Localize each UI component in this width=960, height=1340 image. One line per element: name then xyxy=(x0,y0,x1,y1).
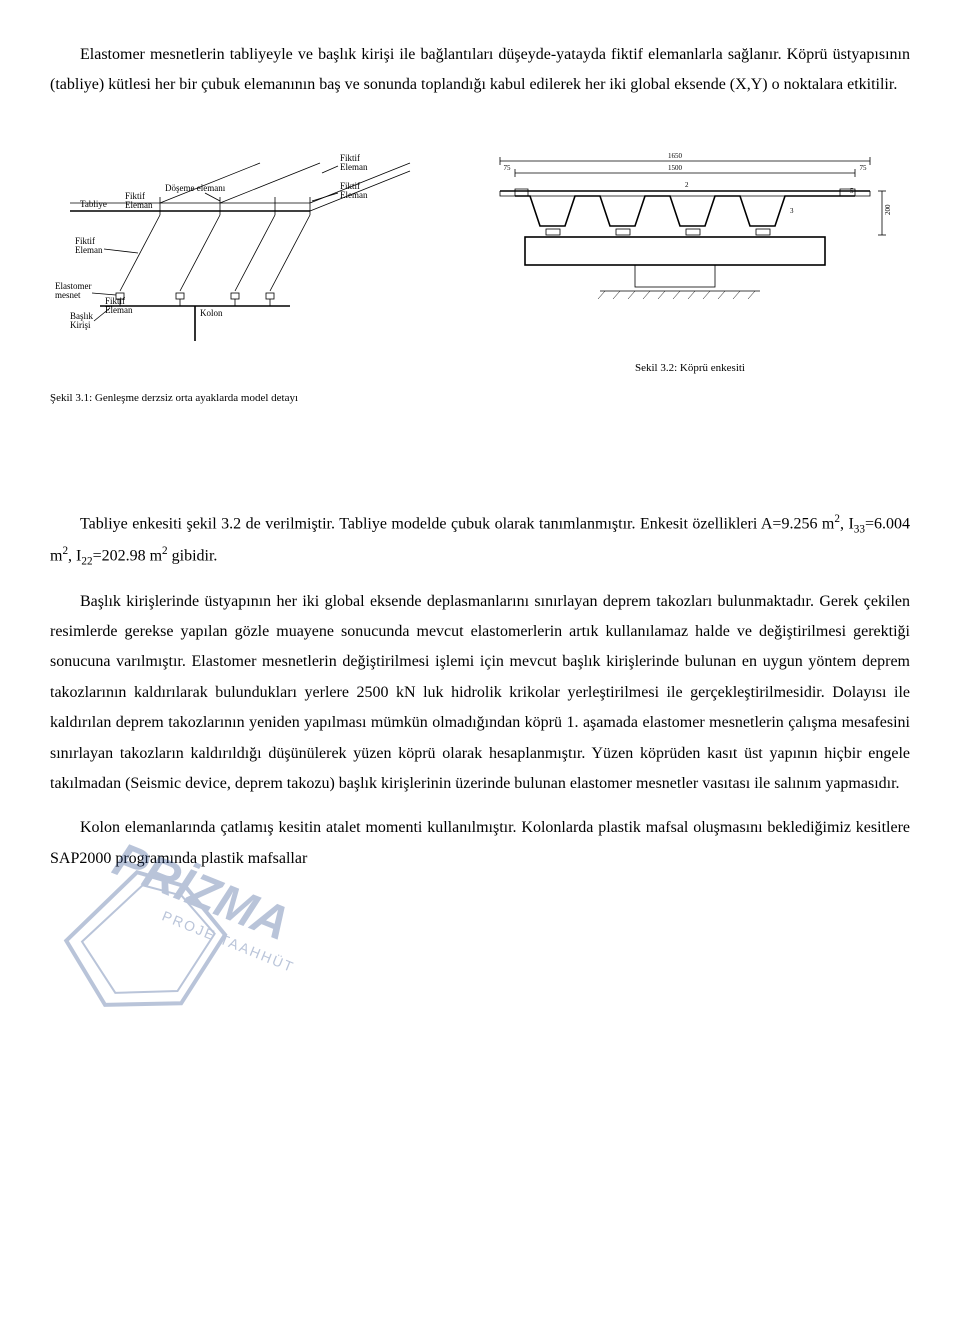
paragraph-section-props: Tabliye enkesiti şekil 3.2 de verilmişti… xyxy=(50,509,910,573)
label-doseme: Döşeme elemanı xyxy=(165,183,226,193)
label-eleman-3a: Eleman xyxy=(340,190,368,200)
sub-33: 33 xyxy=(854,524,865,536)
p2-e: =202.98 m xyxy=(93,547,162,564)
dim-200: 200 xyxy=(884,204,892,215)
label-kolon: Kolon xyxy=(200,308,223,318)
label-tabliye: Tabliye xyxy=(80,199,107,209)
dim-t-side: 5 xyxy=(850,187,854,195)
paragraph-intro: Elastomer mesnetlerin tabliyeyle ve başl… xyxy=(50,40,910,101)
p2-f: gibidir. xyxy=(168,547,218,564)
dim-75-r: 75 xyxy=(860,164,868,172)
dim-1500: 1500 xyxy=(668,164,683,172)
label-eleman-1a: Eleman xyxy=(125,200,153,210)
dim-75-l: 75 xyxy=(504,164,512,172)
figure-3-2-caption: Sekil 3.2: Köprü enkesiti xyxy=(470,358,910,379)
figure-3-1-caption: Şekil 3.1: Genleşme derzsiz orta ayaklar… xyxy=(50,388,440,409)
sub-22: 22 xyxy=(81,555,92,567)
p2-b: , I xyxy=(840,515,854,532)
label-eleman-5a: Eleman xyxy=(105,305,133,315)
label-kirisi: Kirişi xyxy=(70,320,91,330)
paragraph-cap-beam: Başlık kirişlerinde üstyapının her iki g… xyxy=(50,587,910,800)
paragraph-column: Kolon elemanlarında çatlamış kesitin ata… xyxy=(50,813,910,874)
figures-row: Tabliye Fiktif Eleman Döşeme elemanı Fik… xyxy=(50,141,910,409)
label-eleman-2a: Eleman xyxy=(340,162,368,172)
dim-1650: 1650 xyxy=(668,152,683,160)
p2-d: , I xyxy=(68,547,81,564)
label-mesnet: mesnet xyxy=(55,290,81,300)
figure-3-2: 1650 1500 75 75 2 5 3 xyxy=(470,141,910,379)
figure-3-1: Tabliye Fiktif Eleman Döşeme elemanı Fik… xyxy=(50,141,440,409)
label-eleman-4a: Eleman xyxy=(75,245,103,255)
dim-t-top: 2 xyxy=(685,181,689,189)
p2-a: Tabliye enkesiti şekil 3.2 de verilmişti… xyxy=(80,515,834,532)
svg-text:PROJE TAAHHÜT: PROJE TAAHHÜT xyxy=(160,907,297,976)
dim-gap: 3 xyxy=(790,207,794,215)
